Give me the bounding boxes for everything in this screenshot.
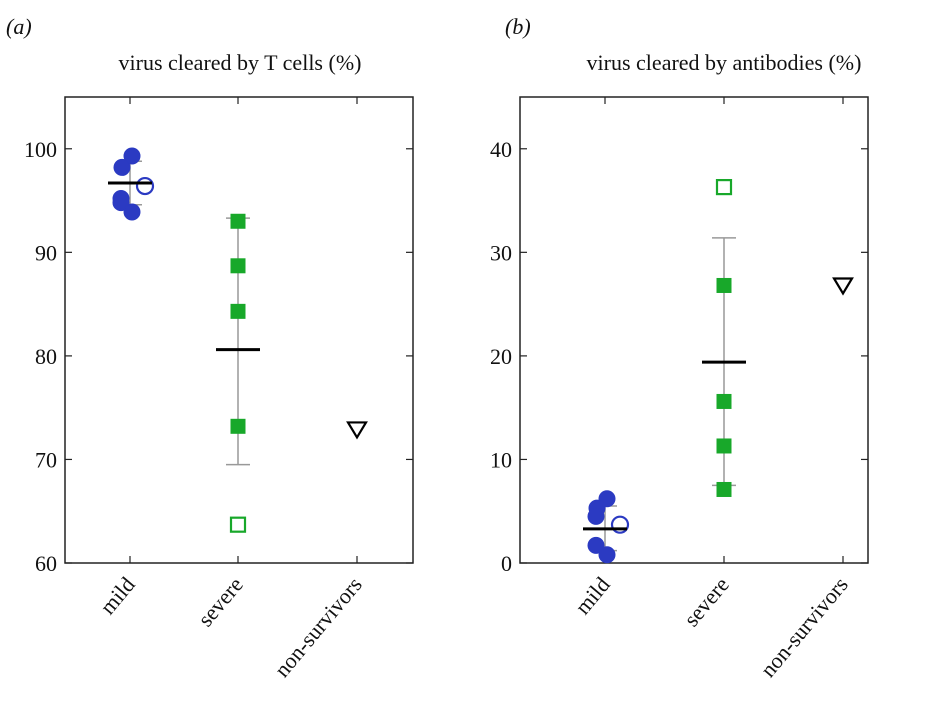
- data-point: [587, 536, 605, 554]
- chart-title: virus cleared by antibodies (%): [587, 50, 862, 75]
- data-point: [230, 258, 246, 274]
- panel-label: (a): [6, 14, 32, 39]
- data-point: [716, 277, 732, 293]
- y-tick-label: 70: [35, 447, 57, 472]
- plot-frame: [519, 96, 869, 564]
- data-point: [135, 176, 155, 196]
- y-tick-label: 40: [490, 137, 512, 162]
- data-point: [230, 303, 246, 319]
- x-tick-label: mild: [95, 572, 140, 619]
- y-tick-label: 20: [490, 344, 512, 369]
- data-point: [123, 147, 141, 165]
- x-tick-label: mild: [570, 572, 615, 619]
- data-point: [832, 277, 854, 296]
- x-tick-label: non-survivors: [755, 572, 853, 682]
- x-tick-label: non-survivors: [269, 572, 367, 682]
- y-tick-label: 0: [501, 551, 512, 576]
- x-tick-label: severe: [679, 572, 734, 631]
- data-point: [587, 507, 605, 525]
- y-tick-label: 60: [35, 551, 57, 576]
- y-tick-label: 30: [490, 240, 512, 265]
- data-point: [716, 393, 732, 409]
- y-tick-label: 80: [35, 344, 57, 369]
- data-point: [229, 516, 247, 533]
- y-tick-label: 90: [35, 240, 57, 265]
- data-point: [230, 213, 246, 229]
- data-point: [230, 418, 246, 434]
- panel-label: (b): [505, 14, 531, 39]
- data-point: [715, 178, 733, 196]
- data-point: [123, 203, 141, 221]
- y-tick-label: 10: [490, 447, 512, 472]
- data-point: [113, 158, 131, 176]
- y-tick-label: 100: [24, 137, 57, 162]
- data-point: [716, 481, 732, 497]
- data-point: [346, 421, 368, 440]
- data-point: [716, 438, 732, 454]
- chart-title: virus cleared by T cells (%): [119, 50, 362, 75]
- data-point: [598, 546, 616, 564]
- plot-frame: [64, 96, 414, 564]
- x-tick-label: severe: [193, 572, 248, 631]
- data-point: [112, 194, 130, 212]
